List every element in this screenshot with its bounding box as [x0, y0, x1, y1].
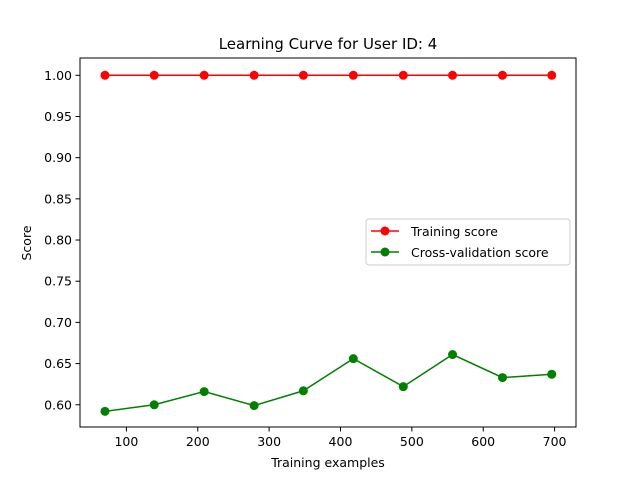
x-tick-label: 400: [329, 434, 353, 449]
data-point-training: [497, 70, 507, 80]
y-tick-label: 0.95: [44, 109, 72, 124]
y-tick-label: 0.90: [44, 150, 72, 165]
legend-box: [365, 218, 571, 266]
legend-label-cross-validation: Cross-validation score: [411, 245, 549, 260]
plot-frame: [79, 57, 577, 428]
data-point-cross-validation: [497, 373, 507, 383]
y-tick-label: 0.65: [44, 356, 72, 371]
data-point-training: [398, 70, 408, 80]
data-point-cross-validation: [547, 369, 557, 379]
data-point-cross-validation: [298, 386, 308, 396]
data-point-training: [249, 70, 259, 80]
chart-title: Learning Curve for User ID: 4: [219, 35, 438, 53]
x-tick-label: 200: [186, 434, 210, 449]
x-axis-ticks: 100 200 300 400 500 600 700: [114, 427, 567, 449]
series-line-cross-validation: [104, 353, 552, 413]
data-point-cross-validation: [149, 400, 159, 410]
y-tick-label: 0.85: [44, 191, 72, 206]
data-point-cross-validation: [448, 350, 458, 360]
data-point-cross-validation: [348, 354, 358, 364]
data-point-cross-validation: [249, 401, 259, 411]
series-layer: [100, 70, 557, 416]
legend: Training score Cross-validation score: [365, 218, 571, 266]
y-tick-label: 0.60: [44, 397, 72, 412]
y-tick-label: 0.75: [44, 274, 72, 289]
y-axis-ticks: 0.60 0.65 0.70 0.75 0.80 0.85 0.90 0.95 1.00: [44, 68, 80, 412]
y-tick-label: 1.00: [44, 68, 72, 83]
legend-label-training: Training score: [410, 224, 498, 239]
data-point-cross-validation: [199, 387, 209, 397]
data-point-training: [348, 70, 358, 80]
data-point-training: [547, 70, 557, 80]
x-tick-label: 100: [114, 434, 138, 449]
data-point-training: [448, 70, 458, 80]
legend-entry-cross-validation: Cross-validation score: [371, 245, 549, 260]
data-point-training: [298, 70, 308, 80]
x-axis-label: Training examples: [270, 455, 385, 470]
y-tick-label: 0.70: [44, 315, 72, 330]
x-tick-label: 500: [400, 434, 424, 449]
x-tick-label: 300: [257, 434, 281, 449]
y-tick-label: 0.80: [44, 233, 72, 248]
data-point-cross-validation: [100, 406, 110, 416]
legend-marker-training: [380, 226, 390, 236]
data-point-training: [100, 70, 110, 80]
legend-entry-training: Training score: [371, 224, 498, 239]
data-point-training: [199, 70, 209, 80]
x-tick-label: 600: [471, 434, 495, 449]
data-point-training: [149, 70, 159, 80]
legend-marker-cross-validation: [380, 247, 390, 257]
x-tick-label: 700: [543, 434, 567, 449]
y-axis-label: Score: [19, 225, 34, 260]
data-point-cross-validation: [398, 382, 408, 392]
